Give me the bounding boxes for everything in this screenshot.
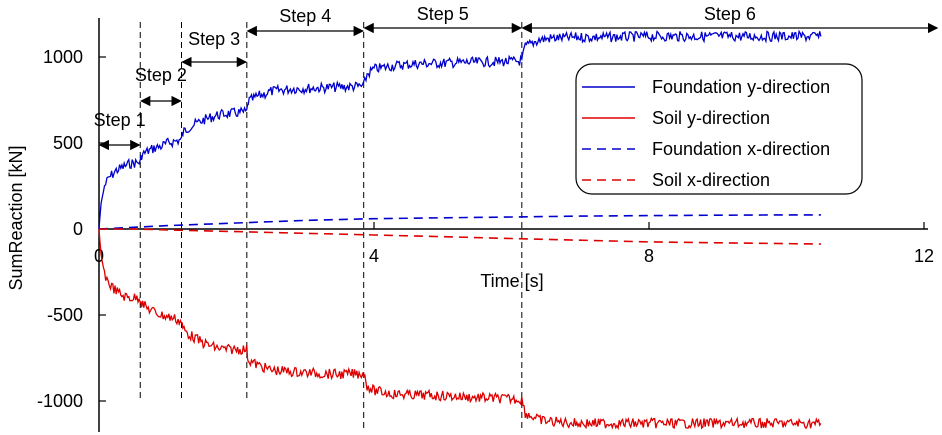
step-label: Step 4 [279,6,331,26]
x-tick-label: 8 [644,246,654,266]
x-axis-label: Time [s] [480,271,543,291]
y-tick-label: 500 [53,133,83,153]
step-label: Step 5 [417,4,469,24]
x-tick-label: 12 [914,246,934,266]
step-label: Step 6 [704,4,756,24]
legend-label: Soil y-direction [652,108,770,128]
y-tick-label: 1000 [43,47,83,67]
y-tick-label: -1000 [37,391,83,411]
step-label: Step 1 [94,110,146,130]
series-line-foundation-y-direction [98,29,822,230]
series-line-foundation-x-direction [98,214,821,230]
y-tick-label: 0 [73,219,83,239]
x-tick-label: 4 [369,246,379,266]
legend-box [575,63,863,195]
series-line-soil-x-direction [99,228,821,245]
step-label: Step 2 [135,65,187,85]
legend-label: Foundation y-direction [652,77,830,97]
series-line-soil-y-direction [98,228,822,431]
y-tick-label: -500 [47,305,83,325]
legend-label: Foundation x-direction [652,139,830,159]
legend-label: Soil x-direction [652,170,770,190]
axes: 1000 500 0 -500 -1000 0 4 8 12 [37,18,934,432]
legend: Foundation y-direction Soil y-direction Fo… [575,63,863,195]
axis-labels: Time [s] SumReaction [kN] [6,145,544,291]
step-label: Step 3 [188,29,240,49]
x-tick-label: 0 [94,246,104,266]
series-group [98,29,822,431]
y-axis-label: SumReaction [kN] [6,145,26,290]
